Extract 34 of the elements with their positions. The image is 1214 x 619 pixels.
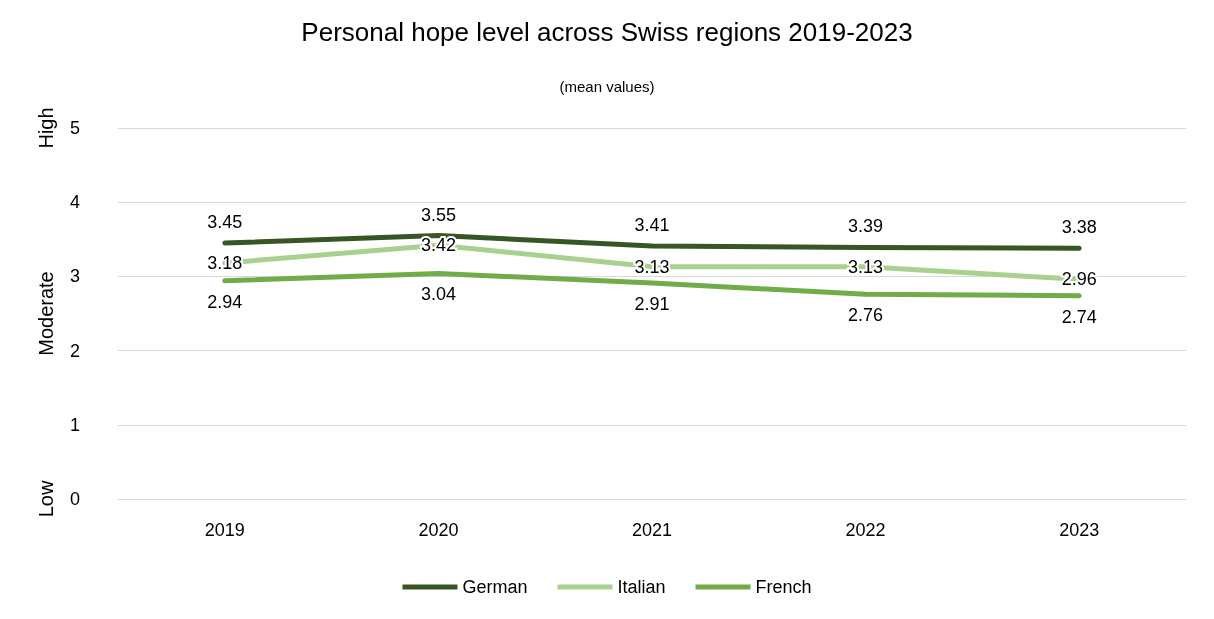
data-label: 3.13: [634, 256, 670, 277]
data-label: 3.18: [207, 253, 243, 274]
data-label: 3.39: [848, 216, 884, 237]
legend-label: Italian: [617, 577, 666, 597]
data-label: 2.94: [207, 291, 243, 312]
text: High: [35, 107, 57, 149]
data-label: 3.55: [420, 204, 456, 225]
data-label: 3.04: [420, 284, 456, 305]
y-tick-label: 1: [69, 414, 80, 435]
legend-label: German: [462, 577, 528, 597]
data-label: 3.45: [207, 212, 243, 233]
data-label: 2.91: [634, 294, 670, 315]
data-label: 2.76: [848, 305, 884, 326]
x-tick-label: 2019: [204, 520, 245, 540]
y-tick-label: 0: [69, 489, 80, 509]
data-label: 3.42: [420, 235, 456, 256]
y-tick-label: 5: [69, 118, 80, 138]
data-label: 2.74: [1061, 306, 1097, 327]
chart-title: Personal hope level across Swiss regions 2019-2023: [301, 17, 913, 47]
legend-label: French: [755, 577, 812, 597]
x-tick-label: 2023: [1059, 520, 1100, 540]
chart-subtitle: (mean values): [559, 78, 655, 95]
text: Low: [35, 480, 57, 518]
data-label: 3.41: [634, 214, 670, 235]
data-label: 3.13: [848, 256, 884, 277]
y-tick-label: 2: [69, 340, 80, 361]
data-label: 2.96: [1061, 269, 1097, 290]
data-label: 3.38: [1061, 217, 1097, 238]
x-tick-label: 2020: [418, 520, 459, 540]
text: Moderate: [35, 271, 57, 356]
x-tick-label: 2021: [631, 520, 673, 540]
y-tick-label: 4: [69, 192, 80, 213]
y-tick-label: 3: [69, 266, 80, 287]
x-tick-label: 2022: [845, 520, 886, 540]
